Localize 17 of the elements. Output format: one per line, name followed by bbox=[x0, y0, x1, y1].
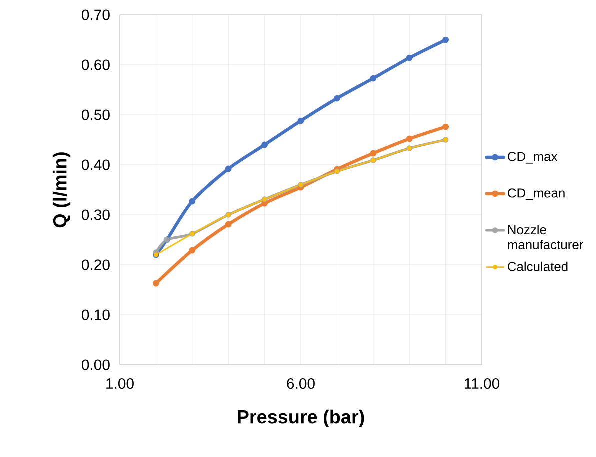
x-tick-label: 6.00 bbox=[287, 378, 315, 390]
x-axis-title: Pressure (bar) bbox=[238, 410, 364, 428]
y-tick-label: 0.70 bbox=[82, 10, 110, 20]
y-tick-label: 0.00 bbox=[82, 360, 110, 370]
x-tick-label: 11.00 bbox=[465, 378, 500, 390]
y-tick-label: 0.20 bbox=[82, 260, 110, 270]
y-tick-label: 0.60 bbox=[82, 60, 110, 70]
y-tick-label: 0.30 bbox=[82, 210, 110, 220]
legend-label: Nozzle manufacturer bbox=[508, 225, 584, 250]
legend-label: Calculated bbox=[508, 262, 568, 272]
x-tick-label: 1.00 bbox=[106, 378, 134, 390]
legend-label: CD_max bbox=[508, 152, 558, 164]
y-tick-label: 0.10 bbox=[82, 310, 110, 320]
y-axis-title: Q (l/min) bbox=[52, 152, 71, 228]
legend-label: CD_mean bbox=[508, 188, 565, 200]
y-tick-label: 0.50 bbox=[82, 110, 110, 120]
y-tick-label: 0.40 bbox=[82, 160, 110, 170]
